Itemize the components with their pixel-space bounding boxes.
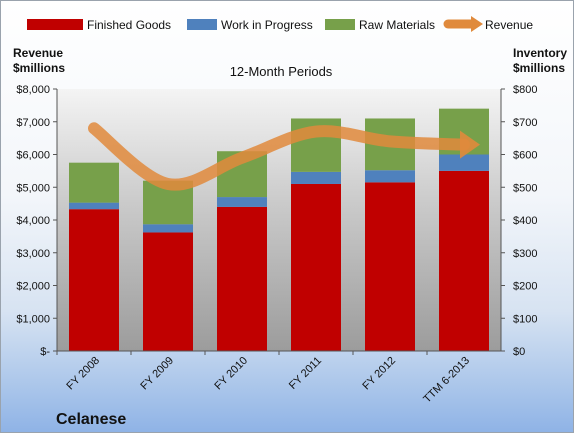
bar-work-in-progress: [217, 197, 267, 207]
left-tick-label: $6,000: [16, 150, 50, 162]
x-tick-label: FY 2012: [360, 355, 398, 393]
right-tick-label: $100: [513, 313, 537, 325]
bar-work-in-progress: [439, 154, 489, 171]
revenue-line: [88, 122, 470, 191]
right-tick-label: $300: [513, 248, 537, 260]
bar-work-in-progress: [291, 171, 341, 184]
right-tick-label: $600: [513, 150, 537, 162]
legend-label-finished-goods: Finished Goods: [87, 18, 171, 32]
x-axis: FY 2008 FY 2009 FY 2010 FY 2011 FY 2012 TTM 6…: [56, 350, 501, 406]
left-axis-title-line2: $millions: [13, 61, 65, 75]
revenue-line-group: [88, 122, 480, 191]
left-axis: $- $1,000 $2,000 $3,000 $4,000 $5,000 $6,000 $7…: [16, 84, 58, 358]
right-tick-label: $500: [513, 182, 537, 194]
plot-area: [57, 89, 501, 351]
x-tick-label: TTM 6-2013: [421, 355, 472, 406]
revenue-arrowhead: [460, 130, 480, 159]
left-tick-label: $7,000: [16, 117, 50, 129]
left-tick-label: $3,000: [16, 248, 50, 260]
legend-label-work-in-progress: Work in Progress: [221, 18, 313, 32]
legend-label-revenue: Revenue: [485, 18, 533, 32]
left-tick-label: $-: [40, 346, 50, 358]
x-tick-label: FY 2011: [287, 355, 324, 392]
x-tick-label: FY 2008: [64, 355, 102, 393]
right-tick-label: $0: [513, 346, 525, 358]
legend-label-raw-materials: Raw Materials: [359, 18, 435, 32]
bar-work-in-progress: [143, 224, 193, 233]
bar-work-in-progress: [365, 170, 415, 183]
legend: Finished Goods Work in Progress Raw Mate…: [27, 16, 533, 32]
bar-finished-goods: [217, 206, 267, 351]
bar-work-in-progress: [69, 202, 119, 210]
left-tick-label: $8,000: [16, 84, 50, 96]
company-name: Celanese: [56, 411, 126, 428]
bar-finished-goods: [143, 232, 193, 351]
bar-finished-goods: [69, 209, 119, 351]
right-tick-label: $200: [513, 281, 537, 293]
x-tick-label: FY 2009: [138, 355, 176, 393]
bar-finished-goods: [291, 183, 341, 351]
legend-swatch-work-in-progress: [187, 19, 217, 30]
bar-finished-goods: [365, 182, 415, 351]
bar-finished-goods: [439, 170, 489, 351]
right-axis-title-line2: $millions: [513, 61, 565, 75]
right-tick-label: $700: [513, 117, 537, 129]
chart-subtitle: 12-Month Periods: [230, 64, 333, 79]
legend-arrowhead-revenue: [471, 16, 483, 32]
legend-swatch-finished-goods: [27, 19, 83, 30]
bar-raw-materials: [69, 162, 119, 203]
right-axis-title-line1: Inventory: [513, 46, 567, 60]
left-tick-label: $2,000: [16, 281, 50, 293]
left-tick-label: $5,000: [16, 182, 50, 194]
x-tick-label: FY 2010: [212, 355, 250, 393]
bars-group: [69, 108, 489, 351]
right-axis: $0 $100 $200 $300 $400 $500 $600 $700 $800: [500, 84, 537, 358]
left-tick-label: $4,000: [16, 215, 50, 227]
right-tick-label: $800: [513, 84, 537, 96]
legend-swatch-raw-materials: [325, 19, 355, 30]
left-tick-label: $1,000: [16, 313, 50, 325]
left-axis-title-line1: Revenue: [13, 46, 63, 60]
right-tick-label: $400: [513, 215, 537, 227]
